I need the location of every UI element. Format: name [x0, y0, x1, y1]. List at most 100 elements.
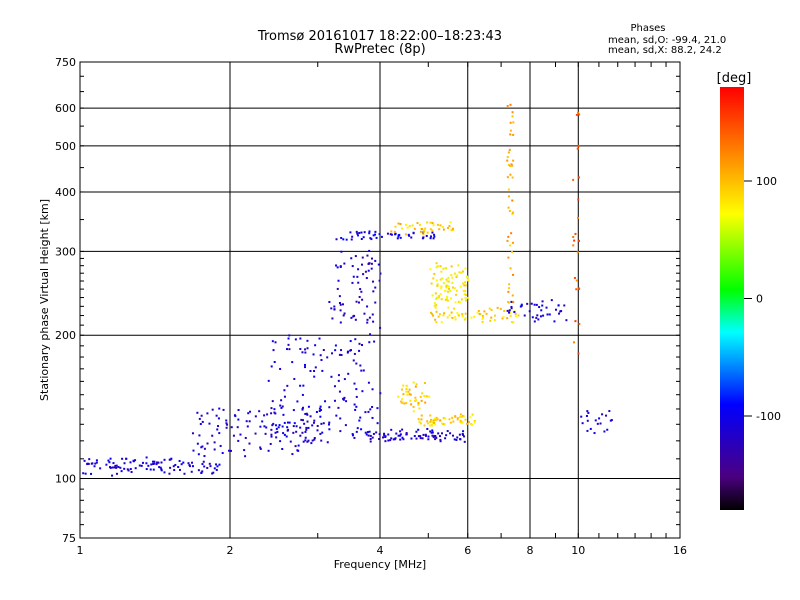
data-point [173, 469, 176, 472]
data-point [418, 407, 421, 410]
data-point [226, 423, 229, 426]
data-point [312, 421, 315, 424]
data-point [441, 277, 444, 280]
data-point [435, 416, 438, 419]
data-point [368, 249, 371, 252]
data-point [190, 470, 193, 473]
data-point [342, 398, 345, 401]
data-point [334, 349, 337, 352]
data-point [281, 447, 284, 450]
data-point [183, 472, 186, 475]
stats-heading: Phases [630, 23, 665, 34]
data-point [338, 302, 341, 305]
data-point [493, 319, 496, 322]
data-point [196, 411, 199, 414]
data-point [433, 235, 436, 238]
data-point [537, 318, 540, 321]
data-point [447, 276, 450, 279]
data-point [280, 399, 283, 402]
data-point [152, 462, 155, 465]
data-point [423, 382, 426, 385]
data-point [610, 419, 613, 422]
data-point [512, 121, 515, 124]
data-point [442, 423, 445, 426]
stats-line-o: mean, sd,O: -99.4, 21.0 [608, 35, 726, 46]
data-point [415, 383, 418, 386]
data-point [371, 313, 374, 316]
data-point [265, 426, 268, 429]
x-tick-label: 2 [227, 544, 234, 557]
data-point [429, 268, 432, 271]
data-point [326, 356, 329, 359]
data-point [599, 422, 602, 425]
data-point [279, 404, 282, 407]
data-point [358, 349, 361, 352]
data-point [542, 314, 545, 317]
data-point [446, 295, 449, 298]
data-point [441, 226, 444, 229]
data-point [353, 314, 356, 317]
data-point [149, 468, 152, 471]
data-point [281, 425, 284, 428]
data-point [369, 237, 372, 240]
data-point [490, 308, 493, 311]
data-point [511, 164, 514, 167]
data-point [501, 317, 504, 320]
data-point [328, 300, 331, 303]
data-point [376, 422, 379, 425]
data-point [370, 267, 373, 270]
data-point [331, 352, 334, 355]
data-point [431, 434, 434, 437]
data-point [287, 343, 290, 346]
data-point [303, 363, 306, 366]
data-point [249, 410, 252, 413]
data-point [508, 311, 511, 314]
data-point [374, 301, 377, 304]
data-point [299, 384, 302, 387]
data-point [345, 400, 348, 403]
data-point [248, 442, 251, 445]
data-point [509, 121, 512, 124]
data-point [557, 312, 560, 315]
data-point [445, 284, 448, 287]
data-point [464, 290, 467, 293]
data-point [305, 412, 308, 415]
data-point [445, 297, 448, 300]
data-point [511, 250, 514, 253]
data-point [461, 270, 464, 273]
data-point [108, 466, 111, 469]
data-point [433, 302, 436, 305]
data-point [213, 448, 216, 451]
data-point [353, 436, 356, 439]
data-point [608, 410, 611, 413]
data-point [328, 406, 331, 409]
data-point [455, 438, 458, 441]
x-tick-label: 4 [377, 544, 384, 557]
data-point [156, 461, 159, 464]
data-point [197, 469, 200, 472]
data-point [359, 288, 362, 291]
data-point [306, 440, 309, 443]
data-point [605, 414, 608, 417]
data-point [454, 318, 457, 321]
data-point [406, 226, 409, 229]
data-point [362, 369, 365, 372]
data-point [575, 279, 578, 282]
data-point [439, 224, 442, 227]
data-point [355, 230, 358, 233]
colorbar-label: [deg] [717, 71, 752, 86]
data-point [326, 441, 329, 444]
data-point [150, 463, 153, 466]
data-point [350, 238, 353, 241]
data-point [554, 308, 557, 311]
data-point [336, 266, 339, 269]
data-point [191, 465, 194, 468]
data-point [191, 432, 194, 435]
data-point [270, 407, 273, 410]
data-point [578, 287, 581, 290]
data-point [471, 413, 474, 416]
data-point [462, 430, 465, 433]
data-point [437, 315, 440, 318]
data-point [333, 399, 336, 402]
data-point [506, 317, 509, 320]
